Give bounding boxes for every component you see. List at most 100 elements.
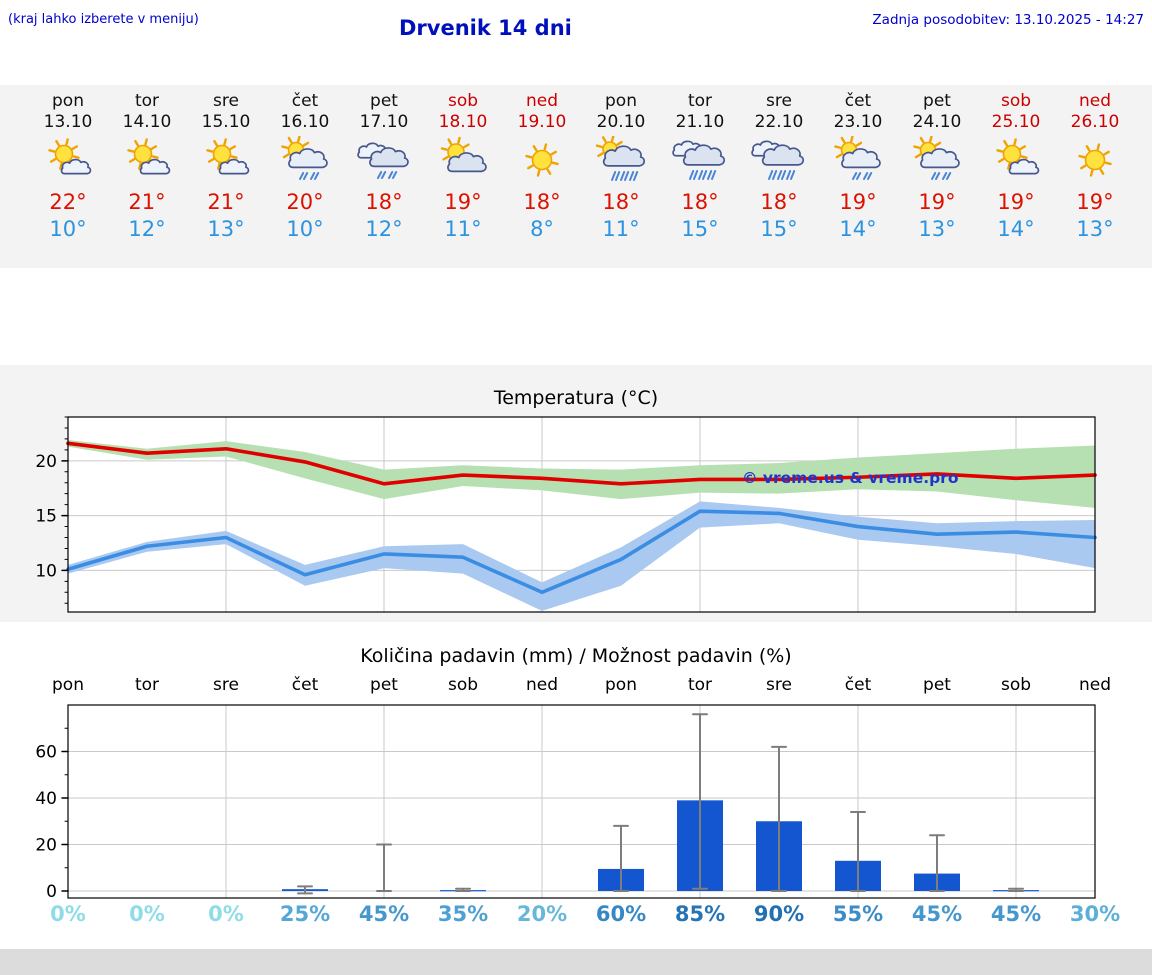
forecast-day: pon 20.10 18° 11° <box>580 91 662 243</box>
precipitation-chart-title: Količina padavin (mm) / Možnost padavin … <box>360 645 792 667</box>
precip-day-label: tor <box>687 675 713 695</box>
max-temperature-band <box>68 440 1095 508</box>
forecast-day: pet 24.10 19° 13° <box>896 91 978 243</box>
forecast-day: ned 26.10 19° 13° <box>1054 91 1136 243</box>
max-temperature: 18° <box>523 190 561 214</box>
precip-y-tick-label: 0 <box>46 882 57 902</box>
forecast-day: pon 13.10 22° 10° <box>27 91 109 243</box>
forecast-day: sre 15.10 21° 13° <box>185 91 267 243</box>
precip-y-tick-label: 60 <box>35 743 57 763</box>
forecast-day: ned 19.10 18° 8° <box>501 91 583 243</box>
precip-day-labels: pon tor sre čet pet sob ned pon tor sre čet pet sob n… <box>0 675 1152 698</box>
day-date: 14.10 <box>122 112 172 132</box>
day-date: 19.10 <box>517 112 567 132</box>
precip-day-label: sob <box>1000 675 1032 695</box>
min-temperature-line <box>66 509 1097 595</box>
sun-cloud-rain-icon <box>264 135 346 184</box>
temp-y-tick-label: 15 <box>35 507 57 527</box>
min-temperature-band <box>68 501 1095 611</box>
precipitation-probability: 35% <box>437 902 489 926</box>
day-date: 23.10 <box>833 112 883 132</box>
forecast-day: čet 16.10 20° 10° <box>264 91 346 243</box>
day-name: sre <box>766 91 792 111</box>
forecast-day: sob 25.10 19° 14° <box>975 91 1057 243</box>
watermark-link[interactable]: © vreme.us & vreme.pro <box>742 469 958 487</box>
day-date: 22.10 <box>754 112 804 132</box>
min-temperature: 8° <box>530 217 554 241</box>
max-temperature: 19° <box>444 190 482 214</box>
min-temperature: 11° <box>444 217 482 241</box>
precip-day-label: pon <box>52 675 84 695</box>
day-name: pet <box>923 91 951 111</box>
min-temperature: 15° <box>681 217 719 241</box>
day-name: tor <box>687 91 713 111</box>
temp-y-tick-label: 10 <box>35 561 57 581</box>
precip-day-label: pon <box>605 675 637 695</box>
max-temperature: 22° <box>49 190 87 214</box>
precip-day-label: sre <box>213 675 239 695</box>
min-temperature: 10° <box>49 217 87 241</box>
day-name: čet <box>291 91 319 111</box>
forecast-day: tor 21.10 18° 15° <box>659 91 741 243</box>
day-date: 16.10 <box>280 112 330 132</box>
min-temperature: 12° <box>128 217 166 241</box>
precipitation-probability: 45% <box>358 902 410 926</box>
sun-cloud-rain-icon <box>896 135 978 184</box>
footer-strip <box>0 949 1152 975</box>
max-temperature: 21° <box>128 190 166 214</box>
sun-cloud-heavy-rain-icon <box>580 134 662 184</box>
location-menu-hint: (kraj lahko izberete v meniju) <box>8 12 199 27</box>
forecast-strip: pon 13.10 22° 10° tor 14.10 21° 12° sre 15.10 21° 1… <box>0 85 1152 268</box>
sun-small-cloud-icon <box>975 136 1057 184</box>
max-temperature: 19° <box>997 190 1035 214</box>
min-temperature: 13° <box>918 217 956 241</box>
precipitation-probability: 0% <box>129 902 165 926</box>
day-date: 13.10 <box>43 112 93 132</box>
precipitation-chart: 0 20 40 60 <box>35 704 1096 902</box>
min-temperature: 14° <box>997 217 1035 241</box>
min-temperature: 14° <box>839 217 877 241</box>
precip-day-label: čet <box>291 675 319 695</box>
max-temperature: 18° <box>760 190 798 214</box>
forecast-day: čet 23.10 19° 14° <box>817 91 899 243</box>
min-temperature: 13° <box>1076 217 1114 241</box>
max-temperature-line <box>66 441 1097 486</box>
precipitation-probability: 30% <box>1069 902 1121 926</box>
max-temperature: 19° <box>918 190 956 214</box>
sun-icon <box>501 136 583 184</box>
temp-y-tick-label: 20 <box>35 452 57 472</box>
precip-day-label: pet <box>370 675 398 695</box>
precip-day-label: sre <box>766 675 792 695</box>
day-date: 26.10 <box>1070 112 1120 132</box>
max-temperature: 19° <box>839 190 877 214</box>
precipitation-probability: 25% <box>279 902 331 926</box>
forecast-day: pet 17.10 18° 12° <box>343 91 425 243</box>
day-date: 25.10 <box>991 112 1041 132</box>
day-name: pon <box>605 91 637 111</box>
precip-day-label: tor <box>134 675 160 695</box>
day-date: 20.10 <box>596 112 646 132</box>
min-temperature: 12° <box>365 217 403 241</box>
sun-cloud-icon <box>422 136 504 184</box>
precipitation-probability: 0% <box>208 902 244 926</box>
precip-day-label: sob <box>447 675 479 695</box>
page-title: Drvenik 14 dni <box>399 16 572 40</box>
day-date: 18.10 <box>438 112 488 132</box>
sun-cloud-rain-icon <box>817 135 899 184</box>
precip-day-label: ned <box>525 675 559 695</box>
day-name: čet <box>844 91 872 111</box>
cloud-heavy-rain-icon <box>738 136 820 184</box>
last-update-text: Zadnja posodobitev: 13.10.2025 - 14:27 <box>872 12 1144 28</box>
cloud-heavy-rain-icon <box>659 136 741 184</box>
max-temperature: 21° <box>207 190 245 214</box>
day-date: 17.10 <box>359 112 409 132</box>
temperature-chart-title: Temperatura (°C) <box>493 387 659 409</box>
sun-small-cloud-icon <box>185 136 267 184</box>
precipitation-probability: 45% <box>990 902 1042 926</box>
max-temperature: 18° <box>602 190 640 214</box>
precipitation-probability: 45% <box>911 902 963 926</box>
min-temperature: 11° <box>602 217 640 241</box>
max-temperature: 20° <box>286 190 324 214</box>
sun-small-cloud-icon <box>27 136 109 184</box>
precip-day-label: ned <box>1078 675 1112 695</box>
